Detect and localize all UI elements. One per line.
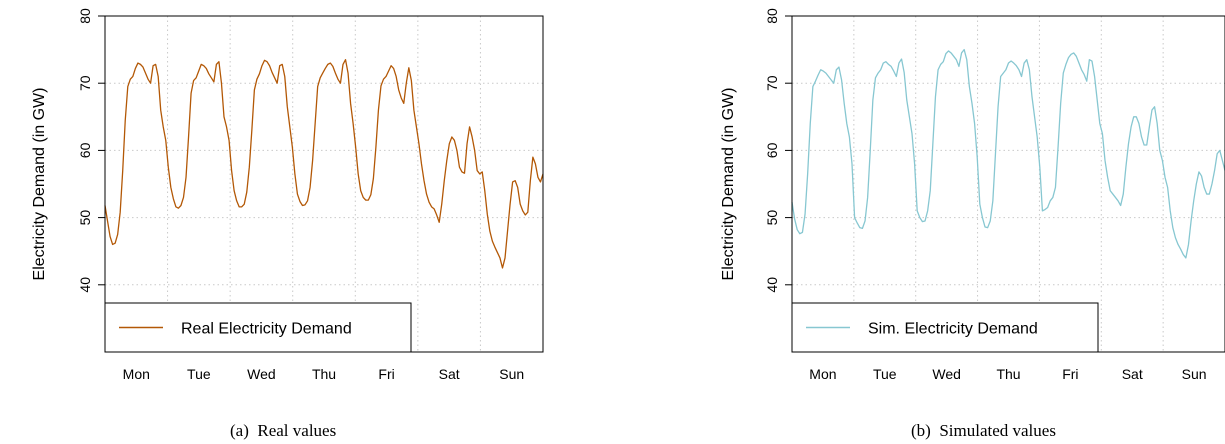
y-tick-label: 80 bbox=[77, 8, 93, 24]
y-axis-title: Electricity Demand (in GW) bbox=[720, 88, 737, 281]
y-tick-label: 60 bbox=[77, 142, 93, 158]
y-tick-label: 40 bbox=[77, 277, 93, 293]
y-tick-label: 70 bbox=[77, 75, 93, 91]
plot-frame bbox=[791, 15, 1225, 353]
x-tick-label: Thu bbox=[996, 366, 1020, 382]
legend-label: Real Electricity Demand bbox=[181, 321, 352, 338]
x-tick-label: Wed bbox=[247, 366, 276, 382]
x-tick-label: Fri bbox=[1062, 366, 1078, 382]
y-tick-label: 50 bbox=[764, 210, 780, 226]
y-axis-title: Electricity Demand (in GW) bbox=[31, 88, 48, 281]
x-tick-label: Wed bbox=[932, 366, 961, 382]
x-tick-label: Tue bbox=[873, 366, 897, 382]
series-line bbox=[104, 59, 544, 269]
chart-panel-real: Electricity Demand (in GW) (a) Real valu… bbox=[31, 8, 544, 440]
chart-caption: (a) Real values bbox=[230, 421, 336, 440]
x-tick-label: Sat bbox=[1122, 366, 1143, 382]
y-tick-label: 70 bbox=[764, 75, 780, 91]
y-tick-label: 50 bbox=[77, 210, 93, 226]
x-tick-label: Sun bbox=[1182, 366, 1207, 382]
x-tick-label: Sun bbox=[499, 366, 524, 382]
x-tick-label: Fri bbox=[378, 366, 394, 382]
x-tick-label: Sat bbox=[439, 366, 460, 382]
x-tick-label: Thu bbox=[312, 366, 336, 382]
series-line bbox=[791, 48, 1225, 259]
chart-caption: (b) Simulated values bbox=[911, 421, 1056, 440]
y-tick-label: 60 bbox=[764, 142, 780, 158]
chart-panel-simulated: Electricity Demand (in GW) (b) Simulated… bbox=[720, 8, 1225, 440]
x-tick-label: Mon bbox=[123, 366, 150, 382]
plot-frame bbox=[104, 15, 544, 353]
y-tick-label: 40 bbox=[764, 277, 780, 293]
legend-label: Sim. Electricity Demand bbox=[868, 321, 1038, 338]
y-tick-label: 80 bbox=[764, 8, 780, 24]
x-tick-label: Mon bbox=[809, 366, 836, 382]
x-tick-label: Tue bbox=[187, 366, 211, 382]
